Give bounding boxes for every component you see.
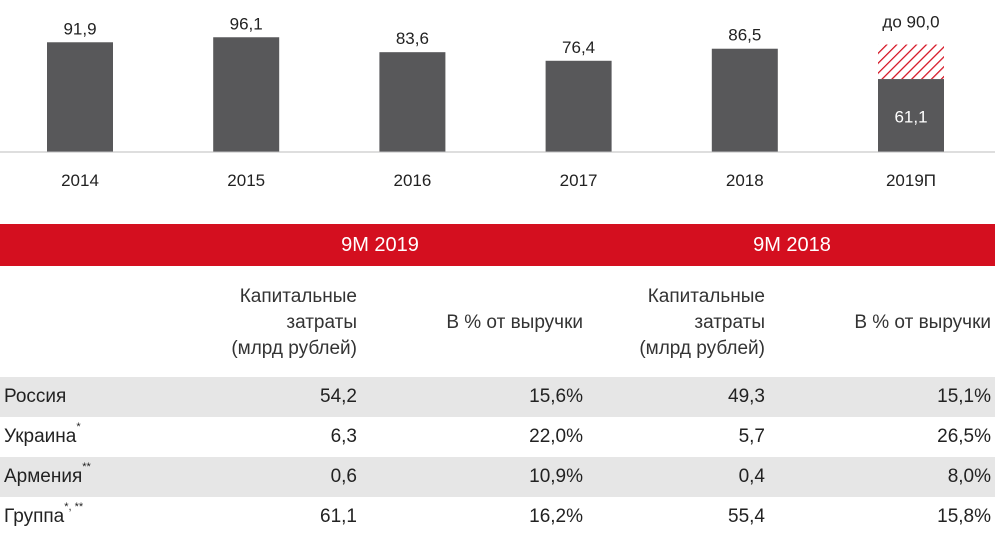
bar xyxy=(213,37,280,152)
capex-2019-value: 6,3 xyxy=(330,426,357,447)
capex-2018-value: 49,3 xyxy=(728,386,765,407)
capex-2019-value: 61,1 xyxy=(320,506,357,527)
footnote-mark: * xyxy=(76,421,81,433)
capex-2018-value: 0,4 xyxy=(738,466,765,487)
pct-2018-value: 8,0% xyxy=(947,466,991,487)
table-row: Украина* 6,3 22,0% 5,7 26,5% xyxy=(0,417,995,457)
footnote-mark: *, ** xyxy=(64,501,84,513)
row-country-name: Армения** xyxy=(4,457,91,497)
x-tick-label: 2016 xyxy=(393,171,431,190)
period-header-band: 9M 2019 9M 2018 xyxy=(0,224,995,266)
header-capex-line1: Капитальные xyxy=(239,286,357,307)
header-capex-line1: Капитальные xyxy=(647,286,765,307)
bar xyxy=(711,48,778,152)
pct-2018-value: 26,5% xyxy=(937,426,991,447)
pct-2019-value: 22,0% xyxy=(529,426,583,447)
table-row: Армения** 0,6 10,9% 0,4 8,0% xyxy=(0,457,995,497)
capex-2018-value: 5,7 xyxy=(738,426,765,447)
header-pct-2019: В % от выручки xyxy=(446,312,583,333)
bar xyxy=(545,60,612,153)
country-label: Группа xyxy=(4,506,65,527)
bar-value-label: 76,4 xyxy=(562,38,595,57)
capex-bar-chart: 91,9 2014 96,1 2015 83,6 2016 76,4 2017 86,5 2018… xyxy=(0,13,995,190)
pct-2019-value: 10,9% xyxy=(529,466,583,487)
pct-2018-value: 15,1% xyxy=(937,386,991,407)
header-capex-2018: Капитальные затраты (млрд рублей) xyxy=(639,284,765,362)
forecast-range-bar xyxy=(878,44,944,80)
bar-value-label: 96,1 xyxy=(230,14,263,33)
x-tick-label: 2017 xyxy=(560,171,598,190)
bar-value-label: 86,5 xyxy=(728,26,761,45)
row-country-name: Украина* xyxy=(4,417,81,457)
x-tick-label: 2019П xyxy=(886,171,936,190)
forecast-upper-label: до 90,0 xyxy=(882,13,939,32)
row-country-name: Россия xyxy=(4,377,66,417)
x-tick-label: 2014 xyxy=(61,171,99,190)
period-9m-2018: 9M 2018 xyxy=(753,234,831,256)
table-row: Группа*, ** 61,1 16,2% 55,4 15,8% xyxy=(0,497,995,537)
bar xyxy=(47,42,113,152)
period-9m-2019: 9M 2019 xyxy=(341,234,419,256)
bar xyxy=(379,52,446,153)
header-capex-line2: затраты xyxy=(694,312,765,333)
capex-2019-value: 0,6 xyxy=(330,466,357,487)
capex-2019-value: 54,2 xyxy=(320,386,357,407)
pct-2018-value: 15,8% xyxy=(937,506,991,527)
header-capex-line3: (млрд рублей) xyxy=(231,338,357,359)
bar-value-label: 61,1 xyxy=(894,108,927,127)
capex-2018-value: 55,4 xyxy=(728,506,765,527)
row-country-name: Группа*, ** xyxy=(4,497,83,537)
footnote-mark: ** xyxy=(82,461,91,473)
pct-2019-value: 16,2% xyxy=(529,506,583,527)
x-tick-label: 2015 xyxy=(227,171,265,190)
bar-value-label: 91,9 xyxy=(63,19,96,38)
header-capex-line3: (млрд рублей) xyxy=(639,338,765,359)
pct-2019-value: 15,6% xyxy=(529,386,583,407)
table-row: Россия 54,2 15,6% 49,3 15,1% xyxy=(0,377,995,417)
country-label: Армения xyxy=(4,466,83,487)
country-label: Украина xyxy=(4,426,77,447)
header-capex-line2: затраты xyxy=(286,312,357,333)
bar-value-label: 83,6 xyxy=(396,29,429,48)
header-pct-2018: В % от выручки xyxy=(854,312,991,333)
country-label: Россия xyxy=(4,386,67,407)
x-tick-label: 2018 xyxy=(726,171,764,190)
header-capex-2019: Капитальные затраты (млрд рублей) xyxy=(231,284,357,362)
bar xyxy=(878,79,944,152)
